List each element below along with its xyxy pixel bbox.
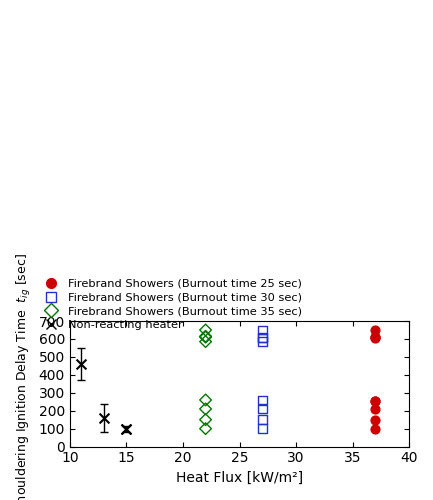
Point: [372, 424, 379, 432]
Point: [202, 424, 209, 432]
Point: [78, 360, 84, 368]
Point: [202, 405, 209, 413]
Point: [259, 338, 265, 345]
Point: [123, 424, 130, 432]
Y-axis label: Smouldering Ignition Delay Time  $t_{ig}$ [sec]: Smouldering Ignition Delay Time $t_{ig}$…: [15, 253, 33, 500]
Point: [259, 405, 265, 413]
X-axis label: Heat Flux [kW/m²]: Heat Flux [kW/m²]: [176, 471, 303, 485]
Point: [259, 424, 265, 432]
Legend: Firebrand Showers (Burnout time 25 sec), Firebrand Showers (Burnout time 30 sec): Firebrand Showers (Burnout time 25 sec),…: [35, 274, 306, 335]
Point: [259, 396, 265, 404]
Point: [100, 414, 107, 422]
Point: [372, 334, 379, 342]
Point: [202, 338, 209, 345]
Point: [372, 333, 379, 341]
Point: [259, 326, 265, 334]
Point: [372, 333, 379, 341]
Point: [202, 416, 209, 424]
Point: [202, 396, 209, 404]
Point: [259, 416, 265, 424]
Point: [372, 326, 379, 334]
Point: [202, 326, 209, 334]
Point: [372, 397, 379, 405]
Point: [123, 424, 130, 432]
Point: [259, 333, 265, 341]
Point: [202, 333, 209, 341]
Point: [372, 397, 379, 405]
Point: [202, 332, 209, 340]
Point: [372, 416, 379, 424]
Point: [259, 334, 265, 342]
Point: [372, 405, 379, 413]
